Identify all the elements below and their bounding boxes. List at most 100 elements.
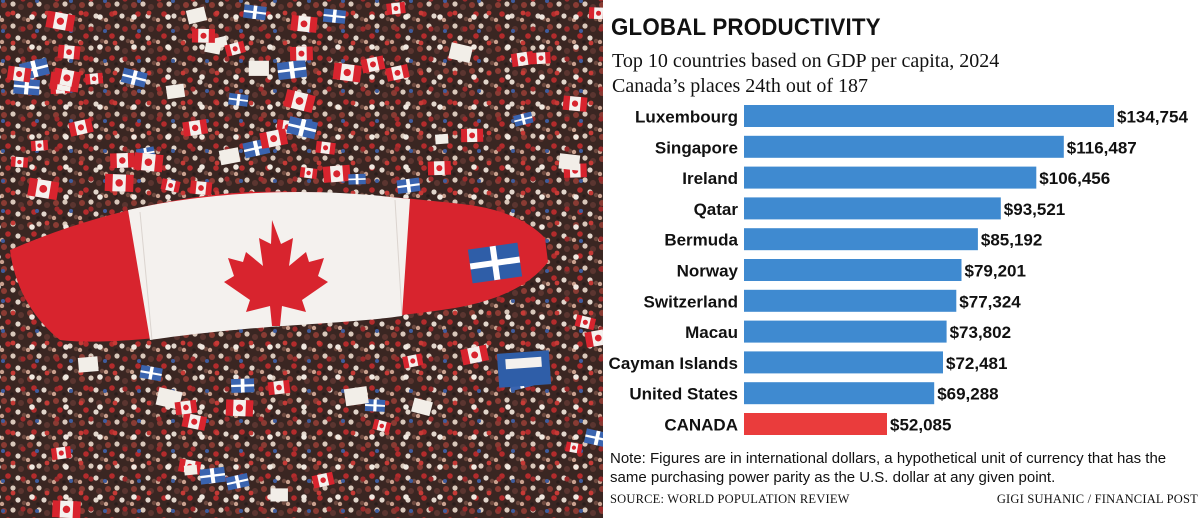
small-flag — [6, 65, 32, 83]
small-flag — [531, 51, 551, 65]
small-flag — [165, 83, 186, 100]
protest-photo — [0, 0, 603, 518]
small-flag — [185, 6, 208, 25]
value-label: $93,521 — [1004, 200, 1065, 219]
small-flag — [402, 353, 424, 369]
value-label: $85,192 — [981, 231, 1042, 250]
chart-title: GLOBAL PRODUCTIVITY — [611, 14, 881, 41]
large-canadian-flag — [10, 191, 548, 342]
bar — [744, 197, 1001, 220]
small-flag — [104, 173, 134, 192]
small-flag — [574, 314, 597, 331]
small-flag — [224, 40, 246, 57]
small-flag — [588, 7, 603, 20]
small-flag — [51, 500, 81, 518]
small-flag — [332, 62, 362, 83]
value-label: $79,201 — [965, 262, 1026, 281]
small-flag — [259, 128, 289, 149]
small-flag — [562, 95, 588, 112]
small-flag — [52, 67, 82, 89]
small-flag — [189, 180, 213, 196]
small-flag — [427, 160, 452, 176]
value-label: $134,754 — [1117, 108, 1188, 127]
small-flag — [348, 173, 366, 185]
value-label: $116,487 — [1067, 138, 1137, 157]
category-label: CANADA — [664, 416, 738, 435]
small-flag — [50, 445, 72, 461]
category-label: Ireland — [682, 169, 738, 188]
small-flag — [386, 1, 406, 15]
small-flag — [364, 399, 386, 412]
value-label: $106,456 — [1039, 169, 1110, 188]
bar — [744, 228, 978, 251]
small-flag — [322, 8, 347, 24]
small-flag — [191, 28, 216, 43]
bar — [744, 135, 1064, 158]
small-flag — [120, 67, 148, 88]
protest-sign — [496, 350, 552, 388]
category-label: Luxembourg — [635, 108, 738, 127]
small-flag — [228, 92, 249, 107]
small-flag — [225, 399, 254, 417]
quebec-flag — [467, 242, 523, 284]
infographic-panel: GLOBAL PRODUCTIVITY Top 10 countries bas… — [603, 0, 1199, 518]
small-flag — [322, 164, 351, 183]
category-label: United States — [629, 385, 738, 404]
category-label: Norway — [677, 262, 739, 281]
small-flag — [290, 14, 318, 33]
small-flag — [68, 118, 94, 137]
small-flag — [181, 412, 208, 431]
chart-subtitle-rank: Canada’s places 24th out of 187 — [612, 75, 869, 97]
value-label: $73,802 — [950, 323, 1011, 342]
small-flag — [584, 328, 603, 348]
chart-credit: GIGI SUHANIC / FINANCIAL POST — [996, 492, 1198, 506]
bar — [744, 166, 1037, 189]
chart-note: Note: Figures are in international dolla… — [610, 450, 1167, 486]
bar-canada — [744, 413, 887, 435]
small-flag — [289, 46, 313, 61]
small-flag — [583, 428, 603, 448]
chart-subtitle: Top 10 countries based on GDP per capita… — [612, 50, 1000, 72]
small-flag — [513, 111, 534, 127]
category-label: Cayman Islands — [609, 354, 738, 373]
small-flag — [139, 364, 163, 382]
small-flag — [242, 4, 267, 21]
small-flag — [343, 386, 369, 407]
bar — [744, 105, 1114, 127]
value-label: $69,288 — [937, 385, 998, 404]
small-flag — [510, 50, 535, 68]
small-flag — [283, 88, 316, 114]
small-flag — [212, 35, 228, 50]
small-flag — [411, 397, 433, 417]
small-flag — [299, 166, 318, 180]
small-flag — [248, 60, 269, 76]
bar — [744, 259, 962, 281]
gdp-bar-chart: Luxembourg $134,754 Singapore $116,487 Irela… — [609, 105, 1188, 435]
crowd-with-flag-image — [0, 0, 603, 518]
category-label: Singapore — [655, 138, 738, 157]
bar — [744, 351, 943, 374]
small-flag — [267, 379, 291, 396]
category-label: Switzerland — [644, 292, 738, 311]
small-flag — [199, 466, 226, 485]
small-flag — [558, 153, 581, 171]
small-flag — [276, 59, 308, 81]
small-flag — [396, 177, 421, 194]
small-flag — [77, 356, 99, 373]
small-flag — [13, 77, 41, 96]
small-flag — [30, 139, 49, 152]
small-flag — [84, 72, 104, 85]
small-flag — [218, 147, 241, 166]
small-flag — [27, 177, 60, 201]
small-flag — [45, 10, 76, 32]
small-flag — [315, 140, 336, 155]
value-label: $77,324 — [959, 292, 1021, 311]
small-flag — [183, 464, 198, 476]
small-flag — [174, 399, 198, 416]
category-label: Bermuda — [664, 231, 738, 250]
bar — [744, 289, 957, 312]
category-label: Macau — [685, 323, 738, 342]
maple-leaf-icon — [224, 220, 328, 326]
small-flag — [448, 42, 474, 63]
value-label: $72,481 — [946, 354, 1007, 373]
